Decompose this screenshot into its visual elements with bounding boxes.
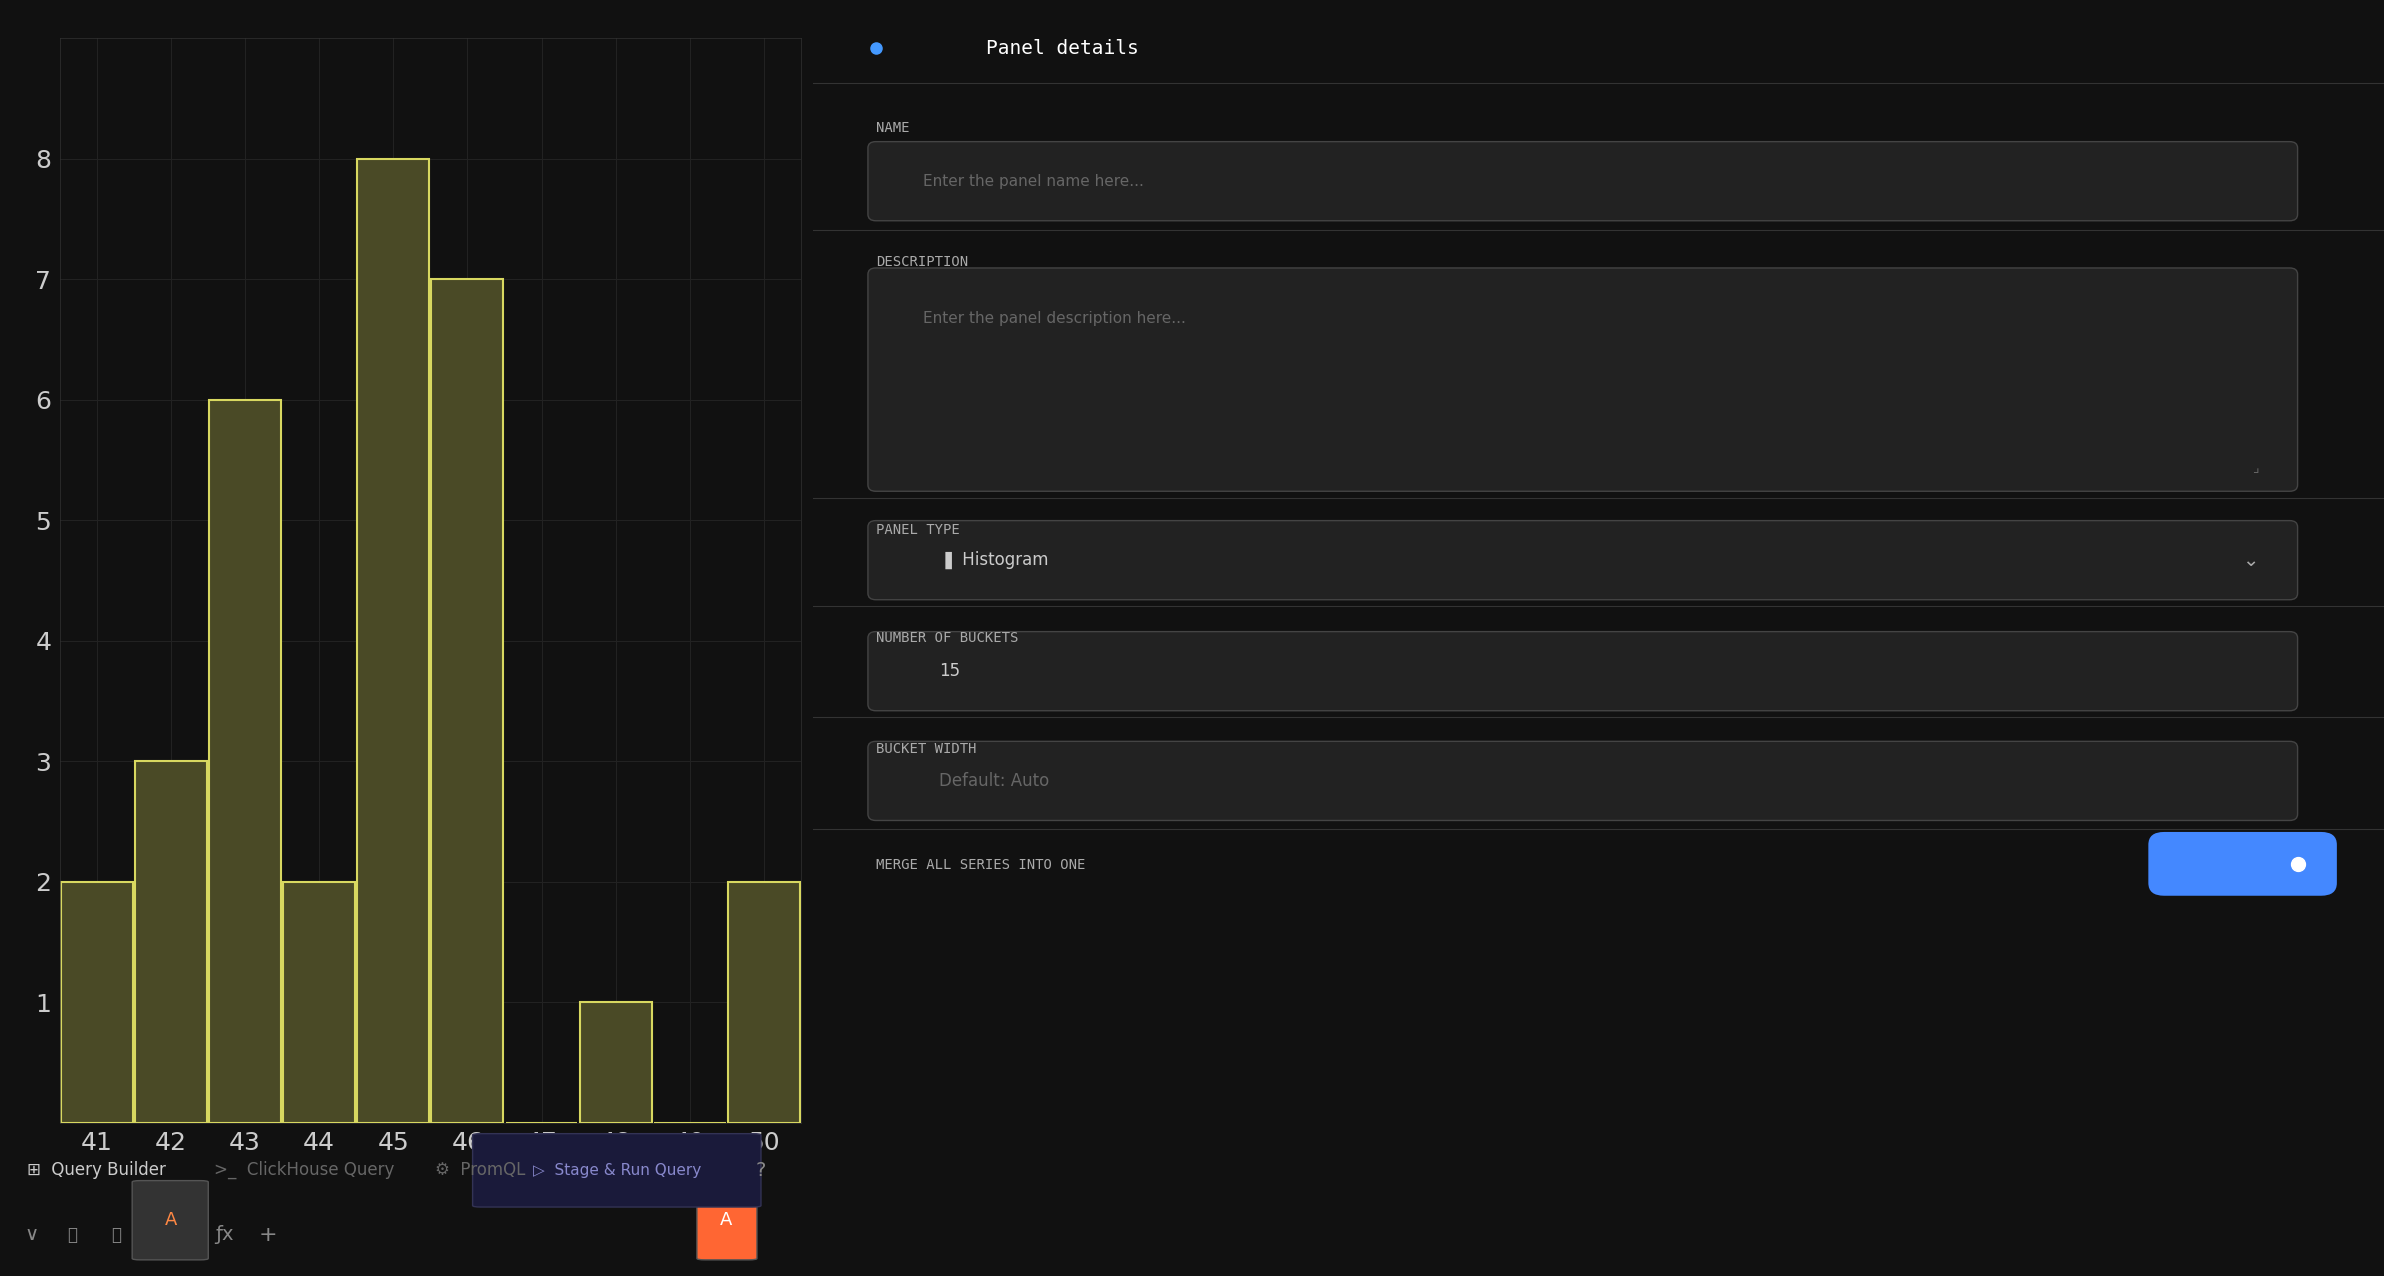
Text: BUCKET WIDTH: BUCKET WIDTH bbox=[875, 743, 977, 755]
Text: MERGE ALL SERIES INTO ONE: MERGE ALL SERIES INTO ONE bbox=[875, 859, 1085, 872]
FancyBboxPatch shape bbox=[868, 268, 2298, 491]
Text: ⧉: ⧉ bbox=[112, 1226, 122, 1244]
Text: 15: 15 bbox=[939, 662, 961, 680]
FancyBboxPatch shape bbox=[696, 1180, 758, 1259]
Text: ƒx: ƒx bbox=[215, 1225, 234, 1244]
FancyBboxPatch shape bbox=[868, 142, 2298, 221]
Text: >_  ClickHouse Query: >_ ClickHouse Query bbox=[215, 1161, 396, 1179]
Text: Default: Auto: Default: Auto bbox=[939, 772, 1049, 790]
FancyBboxPatch shape bbox=[2148, 832, 2336, 896]
Text: ∨: ∨ bbox=[24, 1225, 38, 1244]
Text: ?: ? bbox=[756, 1161, 765, 1180]
FancyBboxPatch shape bbox=[868, 632, 2298, 711]
Text: Enter the panel description here...: Enter the panel description here... bbox=[923, 311, 1185, 327]
Text: DESCRIPTION: DESCRIPTION bbox=[875, 255, 968, 268]
Text: Panel details: Panel details bbox=[985, 40, 1140, 57]
Text: A: A bbox=[720, 1211, 732, 1229]
Text: PANEL TYPE: PANEL TYPE bbox=[875, 523, 958, 536]
Bar bbox=[432, 279, 503, 1123]
Text: ⊞  Query Builder: ⊞ Query Builder bbox=[26, 1161, 164, 1179]
Text: NUMBER OF BUCKETS: NUMBER OF BUCKETS bbox=[875, 632, 1018, 644]
Text: ⌟: ⌟ bbox=[2253, 461, 2258, 475]
Bar bbox=[727, 882, 801, 1123]
Text: ⚙  PromQL: ⚙ PromQL bbox=[436, 1161, 527, 1179]
Text: NAME: NAME bbox=[875, 121, 908, 134]
FancyBboxPatch shape bbox=[472, 1133, 760, 1207]
Text: ▷  Stage & Run Query: ▷ Stage & Run Query bbox=[532, 1162, 701, 1178]
Text: Enter the panel name here...: Enter the panel name here... bbox=[923, 174, 1144, 189]
Text: +: + bbox=[260, 1225, 277, 1245]
Bar bbox=[210, 399, 281, 1123]
Bar bbox=[284, 882, 355, 1123]
Text: ⌄: ⌄ bbox=[2241, 551, 2258, 569]
FancyBboxPatch shape bbox=[868, 741, 2298, 820]
Text: A: A bbox=[164, 1211, 176, 1229]
Bar bbox=[60, 882, 134, 1123]
Bar bbox=[579, 1003, 651, 1123]
FancyBboxPatch shape bbox=[131, 1180, 207, 1259]
Text: 👁: 👁 bbox=[67, 1226, 76, 1244]
Bar bbox=[136, 762, 207, 1123]
FancyBboxPatch shape bbox=[868, 521, 2298, 600]
Text: ▐  Histogram: ▐ Histogram bbox=[939, 551, 1049, 569]
Bar bbox=[358, 158, 429, 1123]
